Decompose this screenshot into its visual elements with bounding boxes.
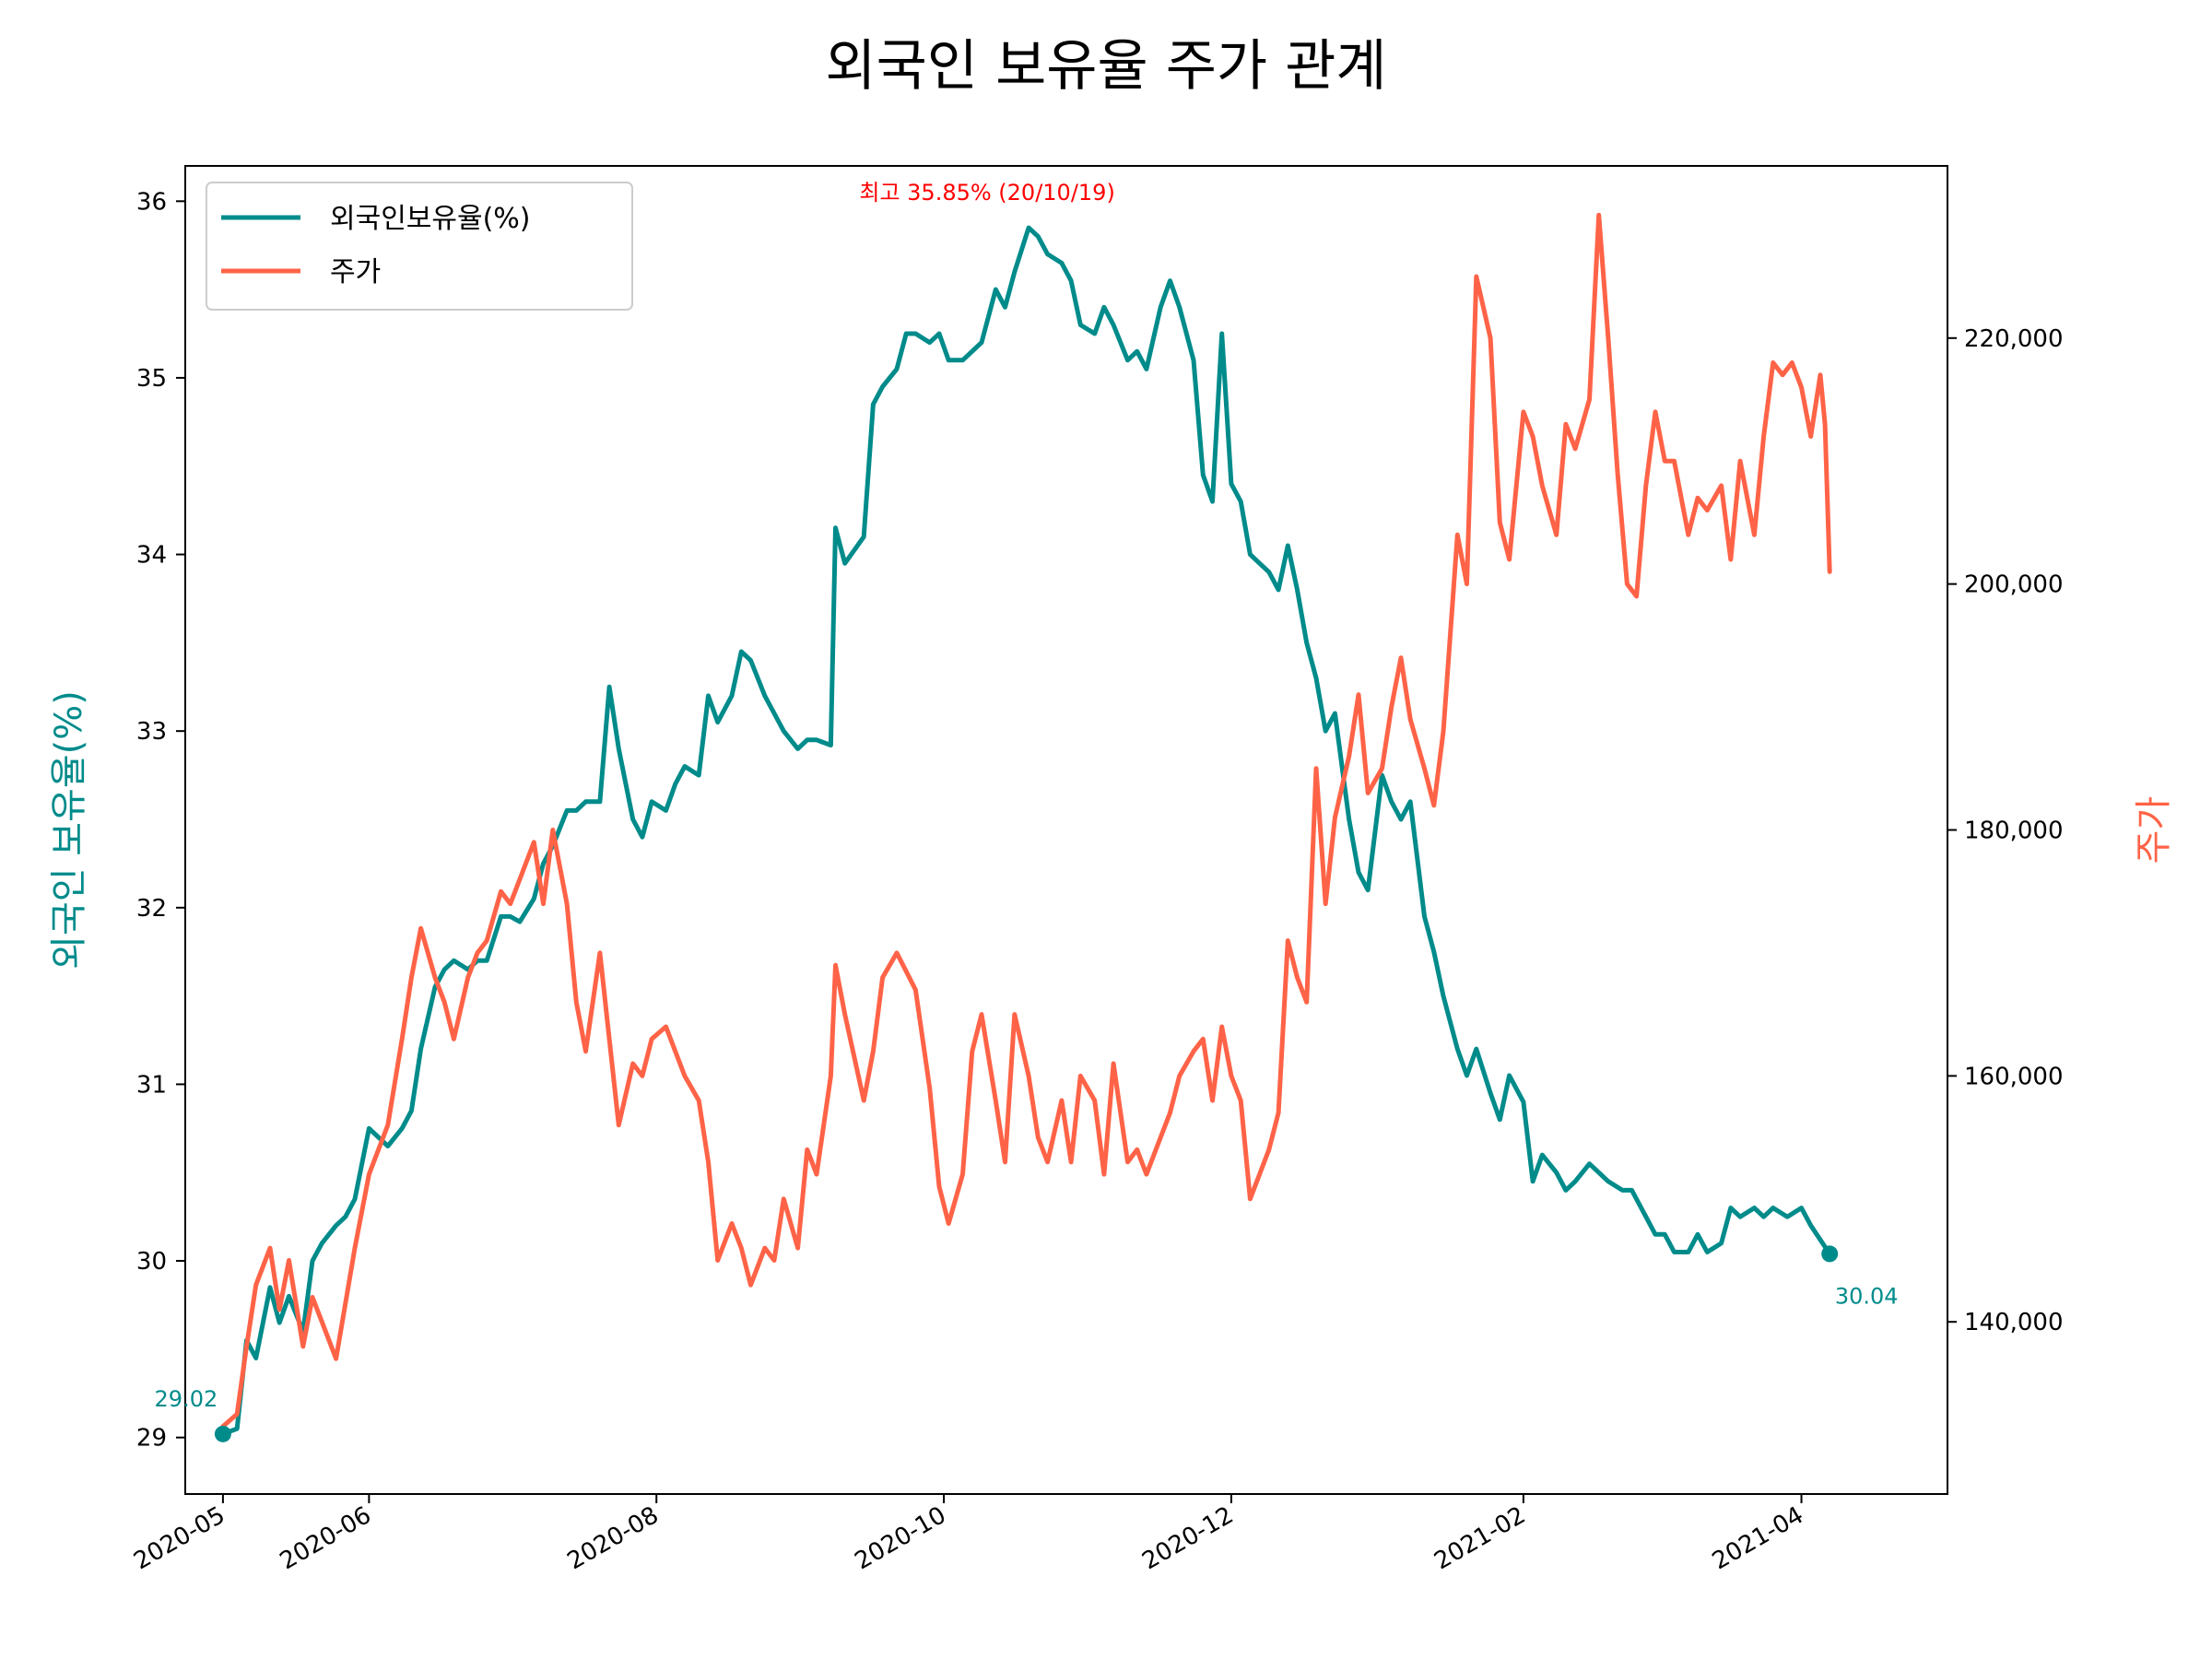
plot-frame — [184, 165, 1948, 1495]
x-tick-label: 2020-10 — [850, 1501, 950, 1575]
start-point-marker — [214, 1425, 231, 1442]
series-line-foreign-ratio — [220, 225, 1832, 1437]
right-tick-label: 200,000 — [1964, 571, 2064, 599]
left-tick-label: 30 — [136, 1248, 167, 1276]
end-point-marker — [1821, 1245, 1839, 1263]
max-annotation: 최고 35.85% (20/10/19) — [859, 180, 1114, 206]
right-tick-label: 160,000 — [1964, 1063, 2064, 1090]
end-value-label: 30.04 — [1835, 1283, 1899, 1309]
legend-label: 주가 — [330, 256, 381, 288]
right-tick-label: 220,000 — [1964, 325, 2064, 353]
start-value-label: 29.02 — [155, 1386, 218, 1412]
y-axis-right-label: 주가 — [2133, 796, 2175, 865]
left-tick-label: 32 — [136, 895, 167, 923]
legend: 외국인보유율(%) 주가 — [206, 182, 633, 311]
x-tick-label: 2020-05 — [129, 1501, 229, 1575]
left-tick-label: 34 — [136, 542, 167, 570]
x-tick-label: 2021-04 — [1708, 1501, 1808, 1575]
x-tick-label: 2020-12 — [1137, 1501, 1238, 1575]
x-tick-label: 2021-02 — [1430, 1501, 1530, 1575]
left-tick-label: 36 — [136, 188, 167, 216]
left-tick-label: 35 — [136, 365, 167, 393]
left-tick-label: 31 — [136, 1071, 167, 1099]
right-tick-label: 180,000 — [1964, 818, 2064, 845]
series-line-stock-price — [220, 212, 1832, 1430]
left-tick-label: 33 — [136, 718, 167, 746]
x-tick-label: 2020-08 — [563, 1501, 664, 1575]
chart-title: 외국인 보유율 주가 관계 — [825, 34, 1386, 99]
x-tick-label: 2020-06 — [276, 1501, 376, 1575]
right-tick-label: 140,000 — [1964, 1309, 2064, 1336]
legend-box — [206, 182, 633, 311]
left-tick-label: 29 — [136, 1425, 167, 1453]
legend-label: 외국인보유율(%) — [330, 203, 531, 235]
plot-area: 29 30 31 32 33 34 35 36 140,000 160,000 180,000 200… — [48, 165, 2175, 1575]
y-axis-left-label: 외국인 보유율(%) — [48, 690, 90, 970]
